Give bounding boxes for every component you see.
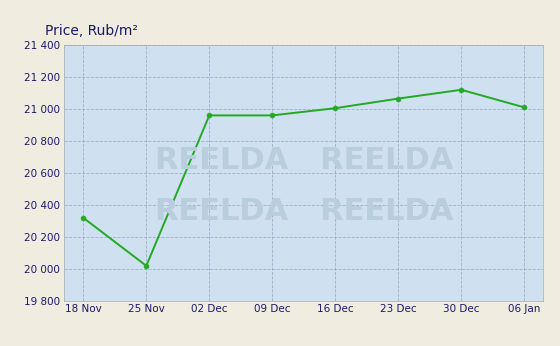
Text: REELDA   REELDA: REELDA REELDA <box>155 197 453 226</box>
Text: Price, Rub/m²: Price, Rub/m² <box>45 24 138 38</box>
Text: REELDA   REELDA: REELDA REELDA <box>155 146 453 175</box>
